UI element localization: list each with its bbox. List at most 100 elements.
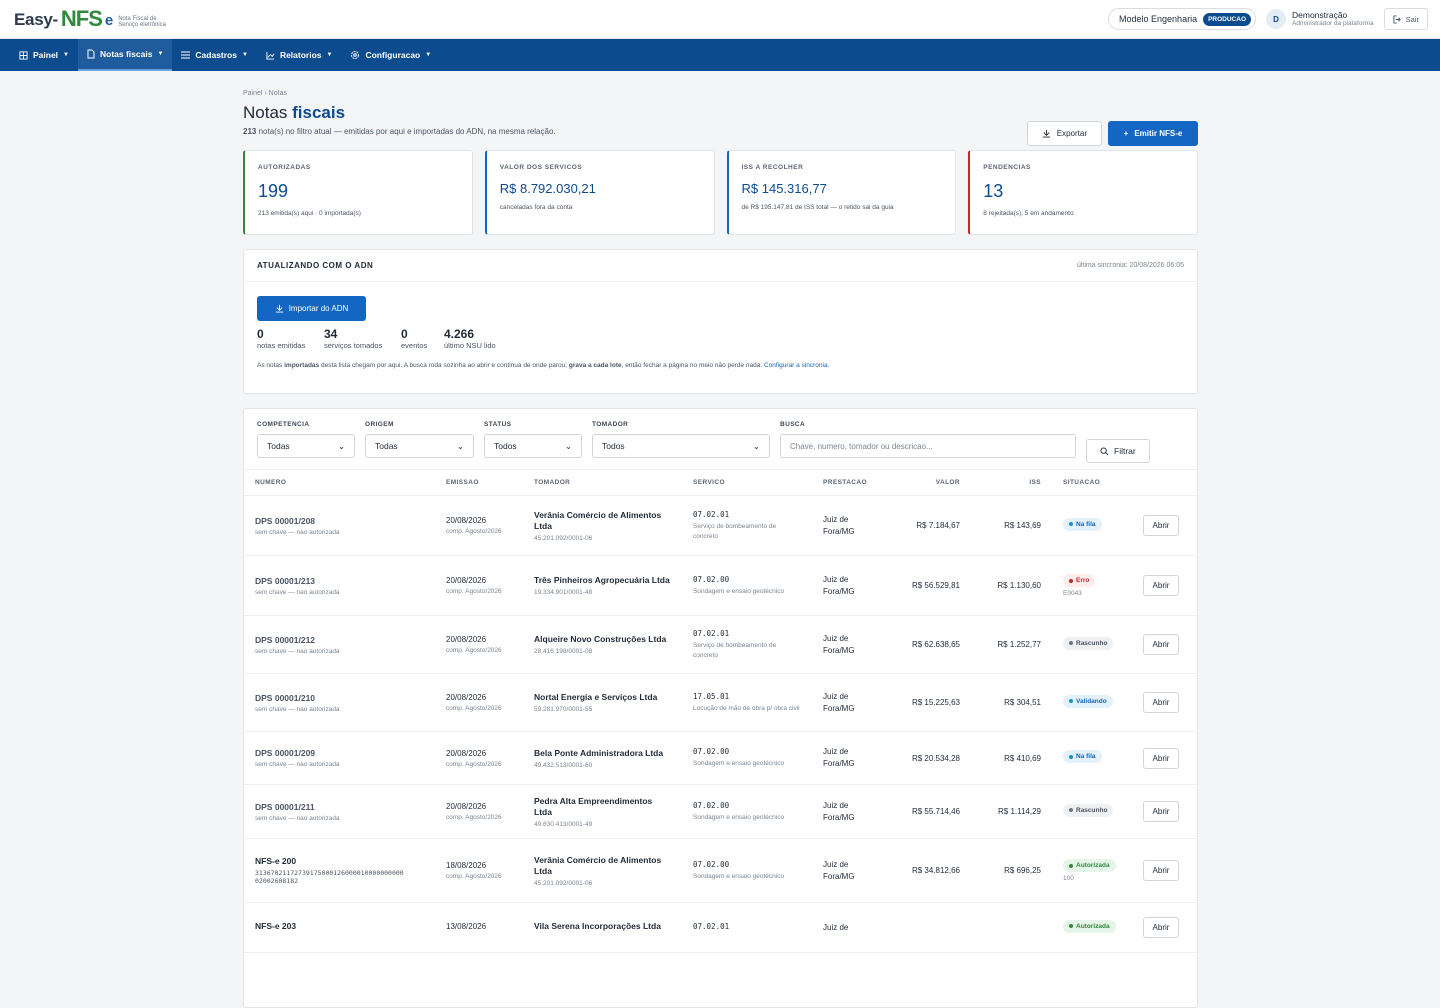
open-button[interactable]: Abrir [1143,747,1179,769]
service-desc: Serviço de bombeamento de concreto [693,641,777,659]
service-city: Juiz de Fora/MG [823,514,855,536]
chevron-down-icon: ⌄ [752,440,760,451]
chevron-down-icon: ▼ [425,52,432,58]
value: R$ 7.184,67 [882,495,971,556]
iss-value: R$ 1.114,29 [971,784,1052,839]
open-button[interactable]: Abrir [1143,860,1179,881]
status-select[interactable]: Todos ⌄ [484,434,582,458]
brand-tagline: Nota Fiscal de Serviço eletrônica [118,16,166,28]
open-button[interactable]: Abrir [1143,917,1179,938]
nav-relatorios[interactable]: Relatorios ▼ [257,39,342,71]
page-title: Notas fiscais [243,103,346,122]
value: R$ 34.812,66 [882,838,971,903]
chart-icon [266,51,275,60]
note-number[interactable]: NFS-e 203 [255,921,297,931]
note-number[interactable]: DPS 00001/212 [255,634,316,645]
service-code: 07.02.01 [693,921,730,931]
note-number[interactable]: DPS 00001/213 [255,575,316,586]
note-key: sem chave — nao autorizada [255,528,340,536]
iss-value: R$ 696,25 [971,838,1052,903]
issue-date: 20/08/2026 [446,516,487,525]
note-number[interactable]: NFS-e 200 [255,856,297,866]
status-dot [1069,641,1073,645]
note-number[interactable]: DPS 00001/208 [255,515,316,526]
chevron-down-icon: ▼ [326,52,333,58]
chevron-down-icon: ⌄ [337,440,345,451]
service-code: 07.02.01 [693,509,730,519]
table-row[interactable]: DPS 00001/209 sem chave — nao autorizada 2… [244,731,1197,785]
status-badge: Autorizada [1063,859,1116,872]
table-row[interactable]: NFS-e 203 13/08/2026 Vila Serena Incorpora… [244,902,1197,953]
iss-value: R$ 410,69 [971,731,1052,785]
user-role: Administrador da plataforma [1292,20,1374,27]
competencia: comp. Agosto/2026 [446,647,502,654]
status-dot [1069,808,1073,812]
service-desc: Sondagem e ensaio geotécnico [693,760,785,767]
service-code: 07.02.00 [693,859,730,869]
origem-select[interactable]: Todas ⌄ [365,434,474,458]
note-key: sem chave — nao autorizada [255,814,340,822]
stat-eventos: 0 eventos [401,327,428,350]
open-button[interactable]: Abrir [1143,515,1179,536]
nav-configuracao[interactable]: Configuracao ▼ [341,39,440,71]
chevron-down-icon: ⌄ [564,440,572,451]
tomador-cnpj: 49.630.413/0001-49 [534,820,593,828]
table-row[interactable]: DPS 00001/212 sem chave — nao autorizada 2… [244,615,1197,674]
document-icon [87,49,95,59]
nav-notas-fiscais[interactable]: Notas fiscais ▼ [78,39,173,71]
adn-note: As notas importadas desta lista chegam p… [257,362,830,369]
company-selector[interactable]: Modelo Engenharia PRODUCAO [1108,8,1256,30]
nav-cadastros[interactable]: Cadastros ▼ [172,39,257,71]
service-code: 07.02.00 [693,574,730,584]
tomador-name: Nortal Energia e Serviços Ltda [534,692,658,702]
last-sync: última sincronia: 20/08/2026 06:05 [1076,262,1184,269]
configure-sync-link[interactable]: Configurar a sincronia. [764,362,830,369]
open-button[interactable]: Abrir [1143,634,1179,655]
iss-value: R$ 143,69 [971,495,1052,556]
logout-button[interactable]: Sair [1383,8,1428,30]
filter-button[interactable]: Filtrar [1086,439,1150,463]
download-icon [1042,129,1050,138]
chevron-down-icon: ▼ [157,51,164,57]
avatar: D [1266,9,1286,29]
iss-value: R$ 1.130,60 [971,555,1052,616]
table-row[interactable]: DPS 00001/211 sem chave — nao autorizada 2… [244,784,1197,839]
open-button[interactable]: Abrir [1143,692,1179,713]
competencia-select[interactable]: Todas ⌄ [257,434,355,458]
table-row[interactable]: DPS 00001/213 sem chave — nao autorizada 2… [244,555,1197,616]
stat-servicos-tomados: 34 serviços tomados [324,327,383,350]
env-badge: PRODUCAO [1203,12,1251,26]
note-number[interactable]: DPS 00001/211 [255,801,315,812]
table-row[interactable]: DPS 00001/208 sem chave — nao autorizada 2… [244,495,1197,556]
note-number[interactable]: DPS 00001/209 [255,748,316,758]
tomador-name: Pedra Alta Empreendimentos Ltda [534,795,653,817]
brand-logo[interactable]: Easy- NFS e Nota Fiscal de Serviço eletrôni… [14,6,166,31]
tomador-select[interactable]: Todos ⌄ [592,434,770,458]
user-menu[interactable]: D Demonstração Administrador da platafor… [1266,9,1374,29]
table-row[interactable]: DPS 00001/210 sem chave — nao autorizada 2… [244,673,1197,732]
list-icon [181,51,191,59]
open-button[interactable]: Abrir [1143,801,1179,822]
breadcrumb[interactable]: Painel › Notas [243,90,287,97]
open-button[interactable]: Abrir [1143,575,1179,596]
search-input[interactable]: Chave, numero, tomador ou descricao... [780,434,1076,458]
issue-date: 13/08/2026 [446,921,487,931]
issue-date: 20/08/2026 [446,693,487,702]
tomador-cnpj: 45.201.092/0001-06 [534,879,593,887]
tomador-name: Alqueire Novo Construções Ltda [534,634,667,644]
nav-painel[interactable]: Painel ▼ [10,39,78,71]
status-dot [1069,522,1073,526]
import-adn-button[interactable]: Importar do ADN [257,296,366,321]
service-desc: Sondagem e ensaio geotécnico [693,587,785,595]
table-row[interactable]: NFS-e 200 3136702117273917500012600001000… [244,838,1197,903]
grid-icon [19,50,28,60]
status-dot [1069,699,1073,703]
status-dot [1069,924,1073,928]
emit-nfse-button[interactable]: + Emitir NFS-e [1108,121,1198,146]
note-key: sem chave — nao autorizada [255,588,340,596]
value [882,902,971,953]
note-number[interactable]: DPS 00001/210 [255,692,316,703]
adn-title: ATUALIZANDO COM O ADN [257,261,374,270]
note-key: 31367021172739175000126000010000000000 0… [255,869,404,885]
export-button[interactable]: Exportar [1026,121,1102,146]
